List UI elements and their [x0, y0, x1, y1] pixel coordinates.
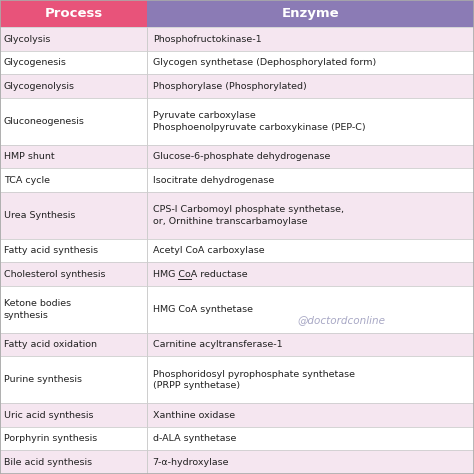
FancyBboxPatch shape: [147, 356, 474, 403]
FancyBboxPatch shape: [147, 74, 474, 98]
FancyBboxPatch shape: [0, 0, 147, 27]
Text: CPS-I Carbomoyl phosphate synthetase,
or, Ornithine transcarbamoylase: CPS-I Carbomoyl phosphate synthetase, or…: [153, 205, 344, 226]
Text: Glucose-6-phosphate dehydrogenase: Glucose-6-phosphate dehydrogenase: [153, 152, 330, 161]
Text: Carnitine acyltransferase-1: Carnitine acyltransferase-1: [153, 340, 282, 349]
Text: Phosphofructokinase-1: Phosphofructokinase-1: [153, 35, 261, 44]
Text: Glycolysis: Glycolysis: [4, 35, 51, 44]
Text: Isocitrate dehydrogenase: Isocitrate dehydrogenase: [153, 176, 274, 185]
Text: TCA cycle: TCA cycle: [4, 176, 50, 185]
Text: Urea Synthesis: Urea Synthesis: [4, 211, 75, 220]
FancyBboxPatch shape: [147, 427, 474, 450]
Text: HMG CoA reductase: HMG CoA reductase: [153, 270, 247, 279]
FancyBboxPatch shape: [147, 333, 474, 356]
Text: Fatty acid synthesis: Fatty acid synthesis: [4, 246, 98, 255]
FancyBboxPatch shape: [0, 450, 147, 474]
FancyBboxPatch shape: [0, 286, 147, 333]
Text: Phosphoridosyl pyrophosphate synthetase
(PRPP synthetase): Phosphoridosyl pyrophosphate synthetase …: [153, 370, 355, 391]
FancyBboxPatch shape: [147, 286, 474, 333]
Text: d-ALA synthetase: d-ALA synthetase: [153, 434, 236, 443]
FancyBboxPatch shape: [0, 239, 147, 263]
FancyBboxPatch shape: [147, 239, 474, 263]
FancyBboxPatch shape: [0, 192, 147, 239]
Text: Fatty acid oxidation: Fatty acid oxidation: [4, 340, 97, 349]
FancyBboxPatch shape: [147, 98, 474, 145]
Text: Glycogenolysis: Glycogenolysis: [4, 82, 75, 91]
Text: Xanthine oxidase: Xanthine oxidase: [153, 411, 235, 420]
FancyBboxPatch shape: [0, 263, 147, 286]
Text: Process: Process: [45, 7, 102, 20]
Text: Enzyme: Enzyme: [282, 7, 339, 20]
FancyBboxPatch shape: [0, 98, 147, 145]
FancyBboxPatch shape: [0, 74, 147, 98]
Text: 7-α-hydroxylase: 7-α-hydroxylase: [153, 458, 229, 467]
FancyBboxPatch shape: [147, 145, 474, 168]
FancyBboxPatch shape: [147, 450, 474, 474]
FancyBboxPatch shape: [147, 0, 474, 27]
FancyBboxPatch shape: [147, 192, 474, 239]
FancyBboxPatch shape: [0, 427, 147, 450]
Text: Ketone bodies
synthesis: Ketone bodies synthesis: [4, 299, 71, 320]
FancyBboxPatch shape: [147, 27, 474, 51]
FancyBboxPatch shape: [0, 145, 147, 168]
FancyBboxPatch shape: [147, 51, 474, 74]
Text: Uric acid synthesis: Uric acid synthesis: [4, 411, 93, 420]
Text: Porphyrin synthesis: Porphyrin synthesis: [4, 434, 97, 443]
Text: Cholesterol synthesis: Cholesterol synthesis: [4, 270, 105, 279]
FancyBboxPatch shape: [0, 168, 147, 192]
FancyBboxPatch shape: [0, 51, 147, 74]
Text: Purine synthesis: Purine synthesis: [4, 375, 82, 384]
FancyBboxPatch shape: [0, 356, 147, 403]
FancyBboxPatch shape: [0, 403, 147, 427]
Text: Gluconeogenesis: Gluconeogenesis: [4, 117, 85, 126]
Text: HMG CoA synthetase: HMG CoA synthetase: [153, 305, 253, 314]
FancyBboxPatch shape: [147, 263, 474, 286]
FancyBboxPatch shape: [147, 403, 474, 427]
FancyBboxPatch shape: [0, 333, 147, 356]
FancyBboxPatch shape: [0, 27, 147, 51]
Text: Glycogenesis: Glycogenesis: [4, 58, 67, 67]
FancyBboxPatch shape: [147, 168, 474, 192]
Text: HMP shunt: HMP shunt: [4, 152, 55, 161]
Text: Glycogen synthetase (Dephosphorylated form): Glycogen synthetase (Dephosphorylated fo…: [153, 58, 376, 67]
Text: Bile acid synthesis: Bile acid synthesis: [4, 458, 92, 467]
Text: Acetyl CoA carboxylase: Acetyl CoA carboxylase: [153, 246, 264, 255]
Text: Pyruvate carboxylase
Phosphoenolpyruvate carboxykinase (PEP-C): Pyruvate carboxylase Phosphoenolpyruvate…: [153, 111, 365, 132]
Text: Phosphorylase (Phosphorylated): Phosphorylase (Phosphorylated): [153, 82, 306, 91]
Text: @doctordconline: @doctordconline: [297, 315, 385, 325]
